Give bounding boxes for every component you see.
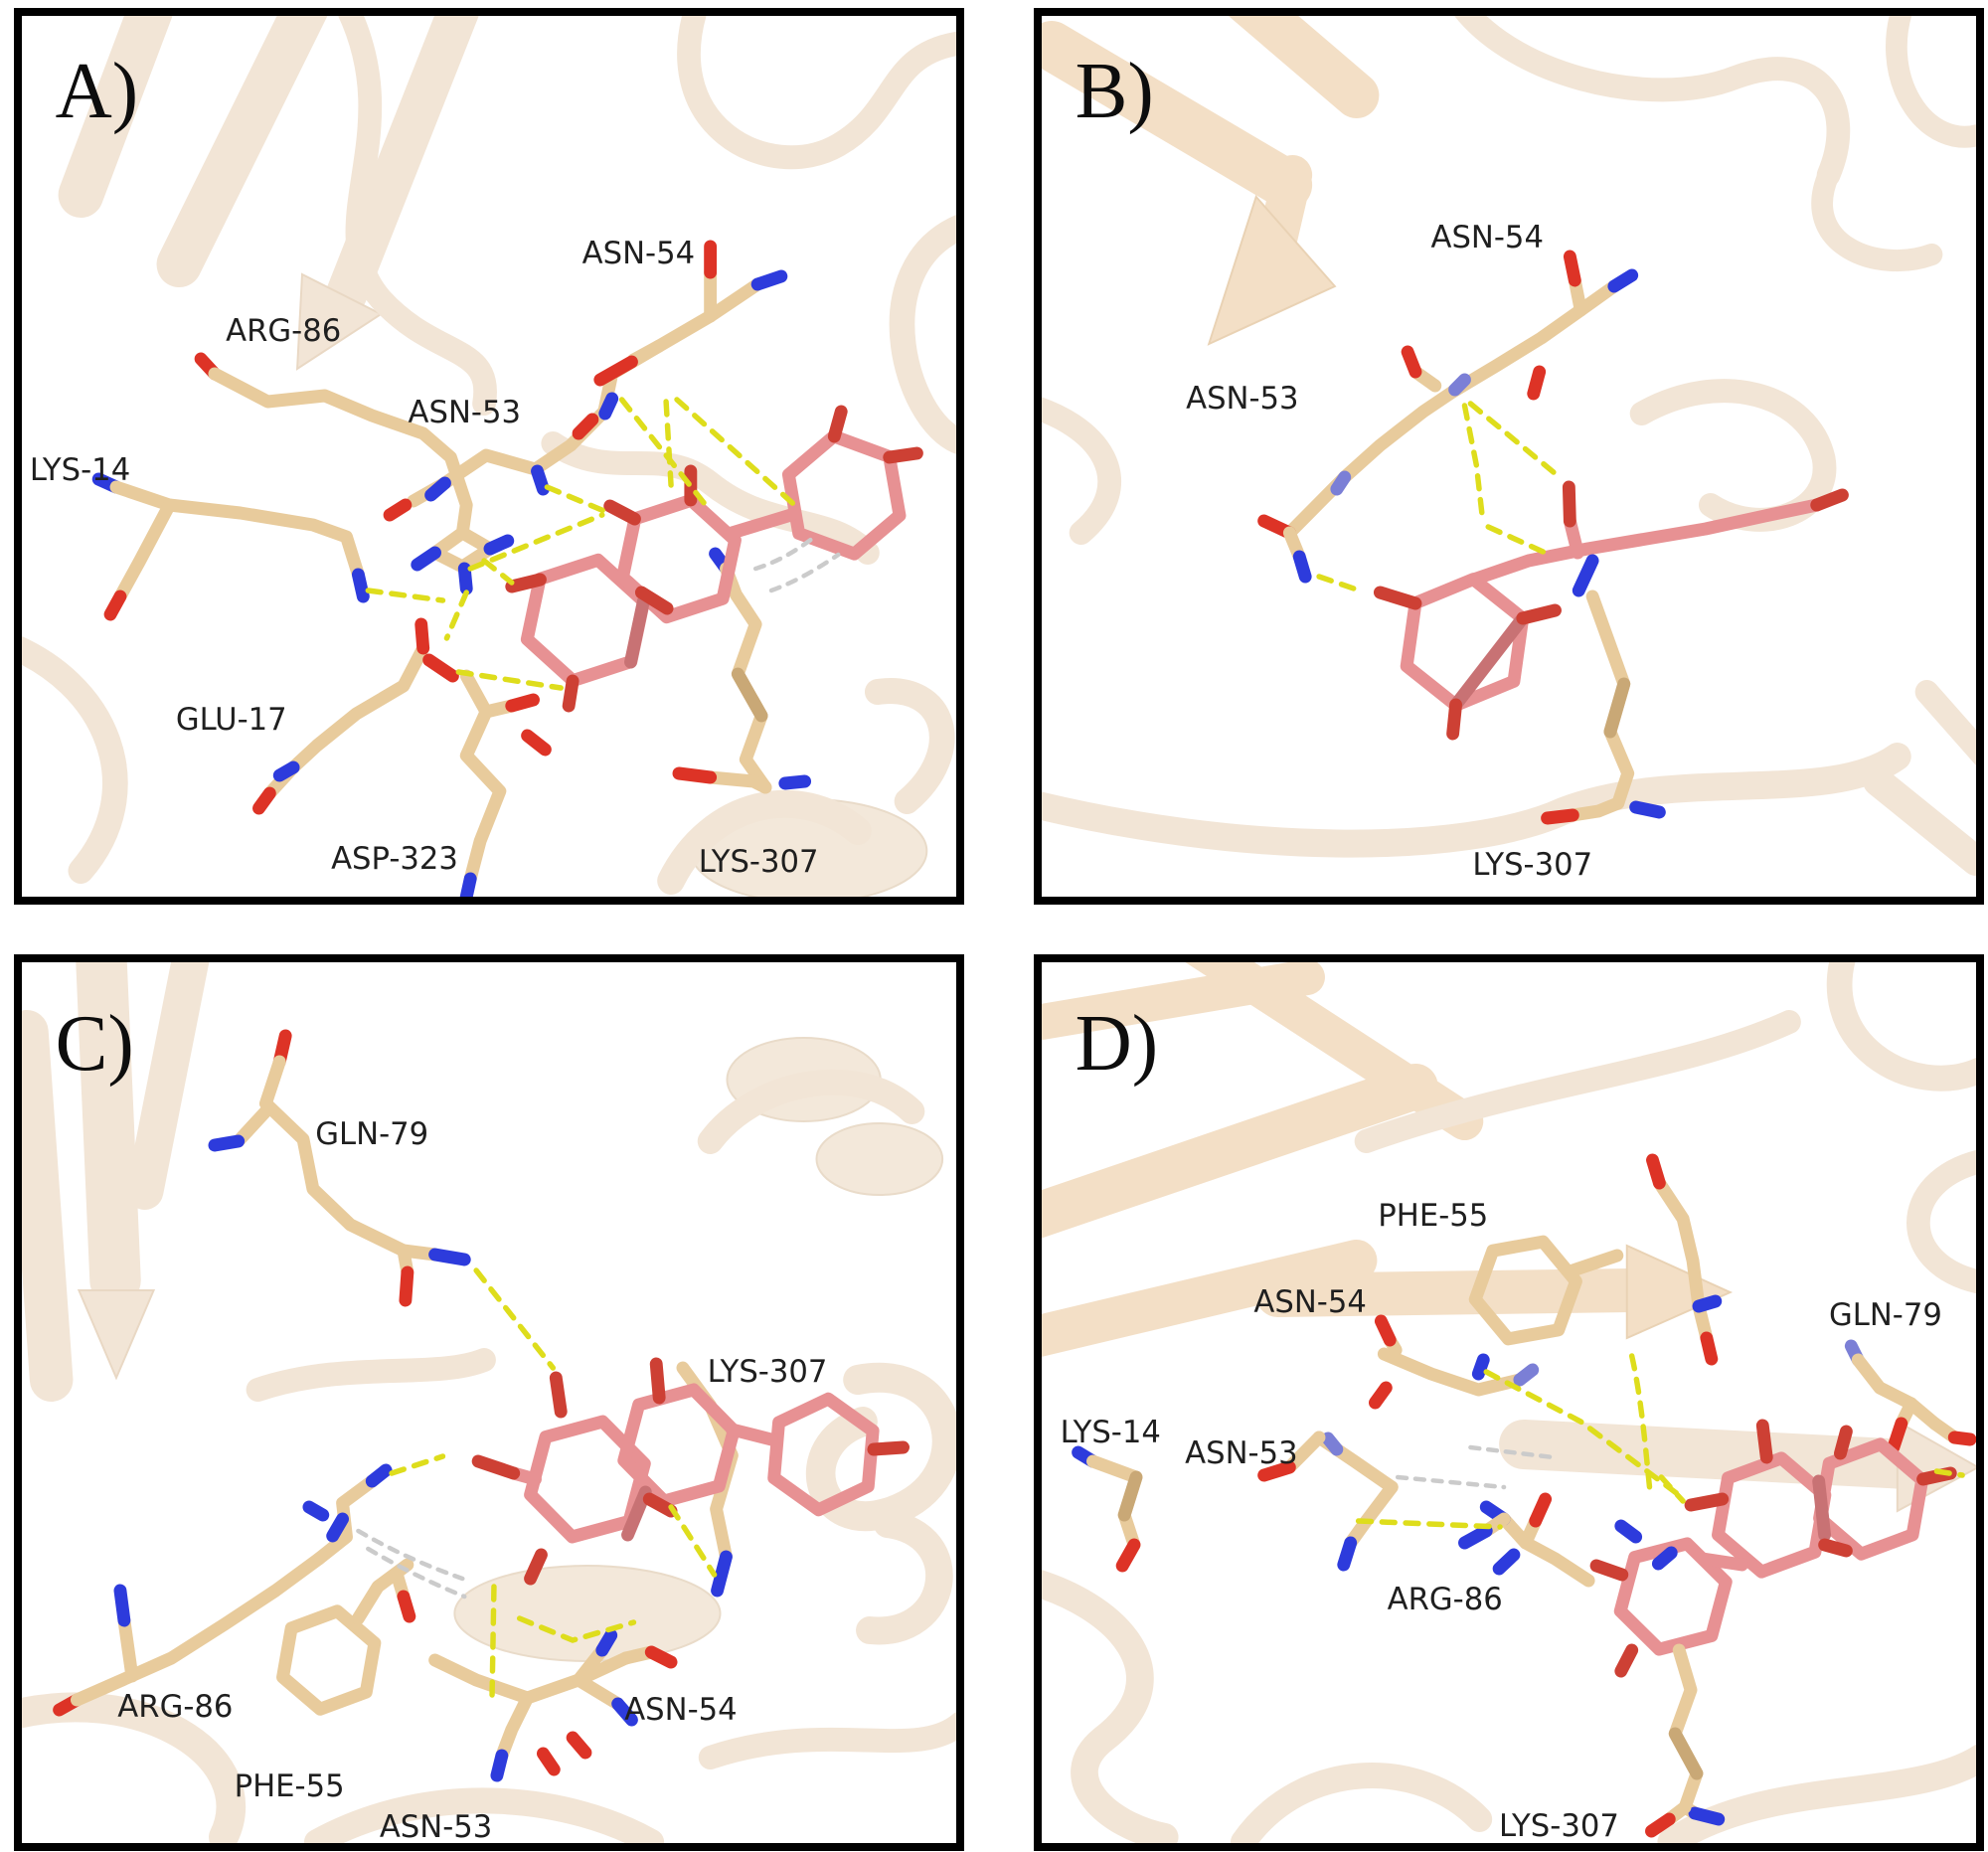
protein-cartoon-a [22, 16, 956, 897]
residue-label-arg-86: ARG-86 [226, 313, 341, 349]
residue-label-lys-307: LYS-307 [708, 1354, 828, 1390]
residue-label-arg-86: ARG-86 [1388, 1582, 1503, 1617]
residue-asn-53-sticks [1257, 1431, 1399, 1572]
hydrogen-bonds-d [1355, 1353, 1965, 1530]
weak-contacts-d [1395, 1444, 1556, 1490]
residue-asn-54-sticks [593, 240, 788, 421]
residue-arg-86-sticks [1458, 1492, 1595, 1588]
panel-b: B) ASN-54 ASN-53 LYS-307 [1034, 8, 1984, 905]
residue-asp-323-sticks [459, 669, 552, 897]
residue-label-lys-14: LYS-14 [30, 452, 130, 488]
residue-phe-55-sticks [278, 1558, 416, 1717]
residue-label-asn-53: ASN-53 [1185, 1435, 1297, 1471]
residue-arg-86-sticks [53, 1463, 393, 1717]
residue-phe-55-sticks [1466, 1153, 1723, 1366]
residue-label-asp-323: ASP-323 [331, 841, 458, 877]
residue-label-lys-307: LYS-307 [1499, 1808, 1619, 1843]
panel-tag-a: A) [56, 48, 139, 135]
ligand-sticks-a [505, 405, 923, 713]
residue-asn-53-sticks [383, 405, 611, 522]
panel-a: A) ASN-54 ARG-86 ASN-53 LYS-14 GLU-17 AS… [14, 8, 964, 905]
residue-asn-53-54-sticks [428, 1628, 678, 1782]
residue-gln-79-sticks [208, 1029, 471, 1307]
residue-label-asn-54: ASN-54 [582, 236, 695, 271]
hydrogen-bonds-c [389, 1267, 718, 1703]
residue-label-asn-53: ASN-53 [1186, 381, 1298, 417]
panel-b-scene: B) ASN-54 ASN-53 LYS-307 [1042, 16, 1976, 883]
weak-contacts-a [752, 534, 841, 593]
panel-d-scene: D) PHE-55 ASN-54 GLN-79 LYS-14 ASN-53 AR… [1042, 962, 1976, 1843]
residue-lys-14-sticks [1072, 1445, 1143, 1573]
residue-label-phe-55: PHE-55 [235, 1768, 345, 1804]
residue-label-glu-17: GLU-17 [176, 702, 287, 738]
residue-label-gln-79: GLN-79 [315, 1116, 428, 1152]
residue-label-asn-54: ASN-54 [624, 1692, 737, 1728]
weak-contacts-c [356, 1528, 467, 1599]
residue-label-asn-54: ASN-54 [1430, 220, 1543, 255]
residue-lys-14-sticks [91, 472, 370, 621]
panel-tag-c: C) [56, 1000, 134, 1088]
panel-c-scene: C) GLN-79 LYS-307 ARG-86 PHE-55 ASN-53 A… [22, 962, 956, 1843]
residue-lys-307-sticks [1645, 1643, 1726, 1838]
panel-tag-b: B) [1076, 48, 1154, 135]
panel-c: C) GLN-79 LYS-307 ARG-86 PHE-55 ASN-53 A… [14, 954, 964, 1851]
ligand-sticks-b [1373, 480, 1849, 741]
residue-lys-307-sticks [672, 547, 812, 794]
residue-label-asn-53: ASN-53 [409, 395, 521, 430]
residue-asn-53-sticks [1257, 345, 1460, 584]
residue-label-lys-14: LYS-14 [1061, 1415, 1161, 1450]
residue-glu-17-sticks [252, 617, 459, 815]
residue-label-phe-55: PHE-55 [1378, 1198, 1488, 1234]
ligand-sticks-c [471, 1357, 910, 1586]
residue-label-arg-86: ARG-86 [117, 1689, 233, 1725]
residue-asn-54-sticks [1369, 1314, 1540, 1410]
residue-label-lys-307: LYS-307 [699, 844, 819, 880]
residue-label-gln-79: GLN-79 [1829, 1297, 1942, 1333]
panel-tag-d: D) [1076, 1000, 1159, 1088]
panel-a-scene: A) ASN-54 ARG-86 ASN-53 LYS-14 GLU-17 AS… [22, 16, 956, 897]
protein-cartoon-d [1042, 962, 1976, 1843]
hydrogen-bonds-a [365, 397, 800, 691]
panel-d: D) PHE-55 ASN-54 GLN-79 LYS-14 ASN-53 AR… [1034, 954, 1984, 1851]
residue-label-asn-53: ASN-53 [380, 1809, 492, 1843]
residue-label-asn-54: ASN-54 [1253, 1284, 1366, 1320]
residue-arg-86-sticks [194, 352, 515, 595]
residue-lys-307-sticks [1541, 554, 1666, 825]
hydrogen-bonds-b [1316, 401, 1561, 594]
residue-label-lys-307: LYS-307 [1472, 847, 1592, 883]
residue-gln-79-sticks [1844, 1339, 1976, 1454]
ligand-sticks-d [1589, 1419, 1957, 1678]
residue-asn-54-sticks [1446, 250, 1639, 401]
